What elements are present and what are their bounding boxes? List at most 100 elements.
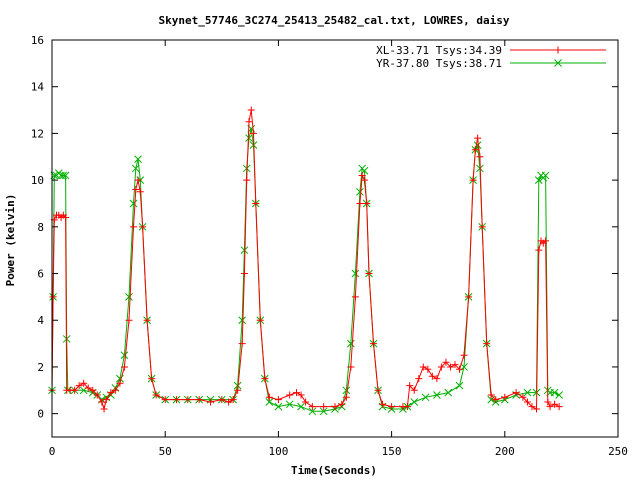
data-point <box>136 188 144 196</box>
data-point <box>365 270 373 278</box>
data-point <box>243 176 251 184</box>
data-point <box>406 382 414 390</box>
data-point <box>125 293 133 301</box>
y-tick-label: 2 <box>37 361 44 374</box>
data-point <box>80 379 88 387</box>
y-tick-label: 12 <box>31 127 44 140</box>
data-point <box>71 386 79 394</box>
data-point <box>297 402 305 411</box>
data-point <box>116 379 124 387</box>
data-point <box>424 365 432 373</box>
y-tick-label: 14 <box>31 81 45 94</box>
data-point <box>403 403 411 411</box>
data-point <box>308 403 316 411</box>
data-point <box>62 213 70 221</box>
data-point <box>555 391 563 399</box>
data-point <box>342 386 351 395</box>
data-point <box>195 396 203 404</box>
data-point <box>320 403 328 411</box>
data-point <box>546 403 554 411</box>
y-tick-label: 0 <box>37 408 44 421</box>
data-point <box>286 391 294 399</box>
x-tick-label: 50 <box>159 445 172 458</box>
data-point <box>131 164 140 173</box>
data-point <box>265 398 274 406</box>
data-point <box>410 398 419 406</box>
data-point <box>419 363 427 371</box>
data-point <box>476 153 484 161</box>
data-point <box>471 146 479 154</box>
data-point <box>49 293 57 301</box>
data-point <box>132 185 140 193</box>
data-point <box>252 199 260 207</box>
data-point <box>347 363 355 371</box>
data-point <box>501 393 509 401</box>
x-axis-label: Time(Seconds) <box>291 464 377 477</box>
data-point <box>238 340 246 348</box>
data-point <box>421 393 430 402</box>
x-tick-label: 100 <box>268 445 288 458</box>
data-point <box>415 375 423 383</box>
y-tick-label: 8 <box>37 221 44 234</box>
data-point <box>129 199 138 208</box>
data-point <box>143 316 151 324</box>
series-xl <box>48 106 563 413</box>
data-point <box>551 400 559 408</box>
data-point <box>161 396 169 404</box>
data-point <box>363 199 371 207</box>
data-point <box>374 386 382 394</box>
data-point <box>274 396 282 404</box>
data-point <box>245 134 253 142</box>
data-point <box>102 396 110 404</box>
data-point <box>240 270 248 278</box>
data-point <box>331 403 339 411</box>
data-point <box>61 171 70 180</box>
legend-label: YR-37.80 Tsys:38.71 <box>376 57 502 70</box>
data-point <box>120 351 129 360</box>
data-point <box>451 361 459 369</box>
data-point <box>369 340 377 348</box>
y-axis-label: Power (kelvin) <box>4 194 17 287</box>
data-point <box>360 176 368 184</box>
data-point <box>544 398 552 406</box>
data-point <box>285 400 294 409</box>
data-point <box>444 388 453 397</box>
data-point <box>234 386 242 394</box>
data-point <box>446 363 454 371</box>
data-point <box>437 363 445 371</box>
data-point <box>89 386 97 394</box>
data-point <box>483 340 491 348</box>
data-point <box>130 223 138 231</box>
data-point <box>492 396 500 404</box>
series-line <box>51 110 560 411</box>
data-point <box>98 398 106 406</box>
data-point <box>84 384 92 392</box>
data-point <box>519 393 527 401</box>
data-point <box>346 339 355 348</box>
data-point <box>523 398 531 406</box>
data-point <box>528 403 536 411</box>
data-point <box>358 171 366 179</box>
data-point <box>75 382 83 390</box>
data-point <box>478 223 486 231</box>
y-tick-label: 16 <box>31 34 44 47</box>
data-point <box>542 237 550 245</box>
data-point <box>152 391 160 399</box>
data-point <box>139 223 147 231</box>
data-point <box>342 393 350 401</box>
data-point <box>455 381 464 390</box>
data-point <box>356 187 364 196</box>
data-point <box>93 391 101 399</box>
plot-frame <box>51 39 619 438</box>
y-tick-label: 6 <box>37 268 44 281</box>
data-point <box>247 106 255 114</box>
data-point <box>554 46 562 54</box>
data-point <box>351 269 360 278</box>
x-tick-label: 150 <box>382 445 402 458</box>
data-point <box>319 407 328 416</box>
data-point <box>338 400 346 408</box>
data-point <box>134 176 142 184</box>
data-point <box>351 293 359 301</box>
data-point <box>229 396 237 404</box>
